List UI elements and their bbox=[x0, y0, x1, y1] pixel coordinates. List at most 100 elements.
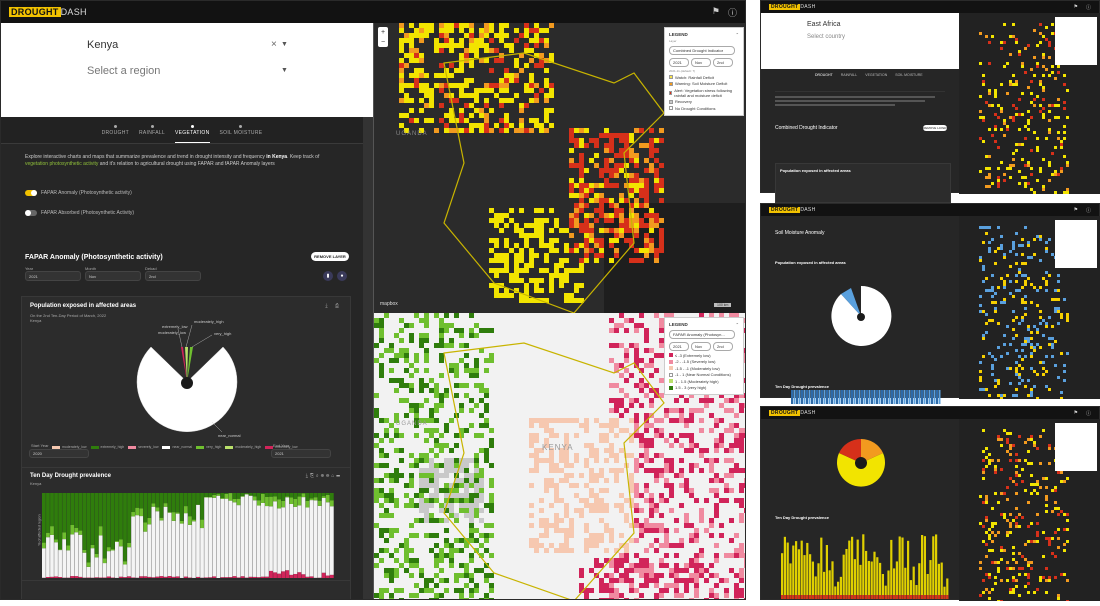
info-icon[interactable]: ⓘ bbox=[1086, 410, 1091, 417]
tab-vegetation[interactable]: VEGETATION bbox=[175, 125, 209, 143]
card-toolbar[interactable]: ⤓ ⎙ bbox=[325, 303, 342, 309]
legend-item[interactable]: very_high bbox=[196, 445, 221, 449]
flag-icon[interactable]: ⚑ bbox=[712, 6, 720, 19]
ten-day-bar bbox=[111, 549, 115, 550]
info-icon[interactable]: ⓘ bbox=[1086, 4, 1091, 11]
flag-icon[interactable]: ⚑ bbox=[1074, 4, 1078, 11]
ten-day-bar bbox=[87, 567, 91, 578]
month-select[interactable]: Nov bbox=[85, 271, 141, 281]
ten-day-bar bbox=[826, 595, 828, 599]
chevron-down-icon[interactable]: ▼ bbox=[281, 41, 288, 48]
ten-day-bar bbox=[54, 493, 58, 539]
ten-day-bar bbox=[794, 390, 796, 404]
ten-day-bar bbox=[935, 595, 937, 599]
remove-layer-button[interactable]: REMOVE LAYER bbox=[311, 252, 349, 261]
settings-icon[interactable]: ● bbox=[337, 271, 347, 281]
chart-view-icon[interactable]: ▮ bbox=[323, 271, 333, 281]
tab-drought[interactable]: DROUGHT bbox=[815, 73, 833, 77]
ten-day-bar bbox=[310, 576, 314, 578]
soil-pie bbox=[821, 276, 901, 356]
ten-day-bar bbox=[839, 390, 841, 404]
flag-icon[interactable]: ⚑ bbox=[1074, 410, 1078, 417]
tab-rainfall[interactable]: RAINFALL bbox=[139, 125, 165, 143]
flag-icon[interactable]: ⚑ bbox=[1074, 207, 1078, 214]
legend-month-select[interactable]: Nov bbox=[691, 58, 711, 67]
legend-item[interactable]: near_normal bbox=[162, 445, 192, 449]
ten-day-bar bbox=[241, 497, 245, 577]
info-icon[interactable]: ⓘ bbox=[1086, 207, 1091, 214]
ten-day-bar bbox=[192, 521, 196, 578]
ten-day-bar bbox=[882, 595, 884, 599]
zoom-out-button[interactable]: − bbox=[378, 37, 388, 47]
clear-icon[interactable]: × bbox=[271, 39, 277, 50]
legend-month-select[interactable]: Nov bbox=[691, 342, 711, 351]
ten-day-bar bbox=[857, 595, 859, 599]
legend-item[interactable]: extremely_high bbox=[91, 445, 125, 449]
country-select[interactable]: Kenya bbox=[87, 39, 118, 51]
legend-dekad-select[interactable]: 2nd bbox=[713, 58, 733, 67]
collapse-icon[interactable]: ⌃ bbox=[736, 32, 739, 37]
end-year-select[interactable]: 2021 bbox=[271, 449, 331, 458]
zoom-in-button[interactable]: + bbox=[378, 27, 388, 37]
ten-day-bar bbox=[876, 390, 878, 404]
tab-vegetation[interactable]: VEGETATION bbox=[865, 73, 887, 77]
legend-item[interactable]: severely_low bbox=[128, 445, 158, 449]
chart-toolbar[interactable]: ⤓⎘⌕⊕⊖⌂☰ bbox=[306, 473, 342, 479]
ten-day-bar bbox=[237, 499, 241, 505]
ten-day-bar bbox=[139, 516, 143, 576]
ten-day-bar bbox=[289, 504, 293, 575]
start-year-select[interactable]: 2020 bbox=[29, 449, 89, 458]
year-select[interactable]: 2021 bbox=[25, 271, 81, 281]
collapse-icon[interactable]: ⌃ bbox=[736, 322, 739, 327]
ten-day-bar bbox=[913, 567, 915, 599]
layer-select[interactable]: FAPAR Anomaly (Photosyn... bbox=[669, 330, 735, 339]
ten-day-bar bbox=[879, 390, 881, 404]
country-select[interactable]: East Africa bbox=[807, 21, 840, 28]
thumb-map[interactable] bbox=[959, 419, 1099, 599]
legend-year-select[interactable]: 2021 bbox=[669, 342, 689, 351]
legend-item[interactable]: moderately_high bbox=[225, 445, 261, 449]
ten-day-bar bbox=[135, 515, 139, 578]
ten-day-bar bbox=[829, 570, 831, 599]
chevron-down-icon[interactable]: ▼ bbox=[281, 67, 288, 74]
ten-day-bar bbox=[904, 390, 906, 404]
fapar-map[interactable]: UGANDA KENYA LEGEND⌃ FAPAR Anomaly (Phot… bbox=[373, 313, 746, 600]
toggle-fapar-absorbed[interactable]: FAPAR Absorbed (Photosynthetic Activity) bbox=[25, 210, 134, 216]
scrollbar[interactable] bbox=[363, 117, 373, 600]
remove-layer-button[interactable]: REMOVE LAYER bbox=[923, 125, 947, 131]
tab-soil-moisture[interactable]: SOIL MOISTURE bbox=[220, 125, 263, 143]
ten-day-bar bbox=[285, 493, 289, 497]
ten-day-bar bbox=[87, 493, 91, 562]
legend-dekad-select[interactable]: 2nd bbox=[713, 342, 733, 351]
ten-day-bar bbox=[824, 390, 826, 404]
region-select[interactable]: Select a region bbox=[87, 65, 160, 77]
ten-day-bar bbox=[225, 493, 229, 494]
thumb-map[interactable] bbox=[959, 13, 1099, 192]
ten-day-bar bbox=[911, 390, 913, 404]
ten-day-bar bbox=[889, 390, 891, 404]
tab-rainfall[interactable]: RAINFALL bbox=[841, 73, 858, 77]
ten-day-bar bbox=[115, 541, 119, 542]
ten-day-bar bbox=[156, 493, 160, 507]
legend-year-select[interactable]: 2021 bbox=[669, 58, 689, 67]
tab-drought[interactable]: DROUGHT bbox=[102, 125, 129, 143]
ten-day-bar bbox=[814, 390, 816, 404]
dekad-select[interactable]: 2nd bbox=[145, 271, 201, 281]
ten-day-bar bbox=[131, 512, 135, 516]
ten-day-bar bbox=[257, 493, 261, 500]
vegetation-link[interactable]: vegetation photosynthetic activity bbox=[25, 161, 98, 167]
toggle-fapar-anomaly[interactable]: FAPAR Anomaly (Photosynthetic activity) bbox=[25, 190, 132, 196]
layer-select[interactable]: Combined Drought Indicator bbox=[669, 46, 735, 55]
thumb-map[interactable] bbox=[959, 216, 1099, 397]
tab-soil-moisture[interactable]: SOIL MOISTURE bbox=[895, 73, 922, 77]
info-icon[interactable]: ⓘ bbox=[728, 6, 737, 19]
country-placeholder[interactable]: Select country bbox=[807, 34, 845, 40]
ten-day-bar bbox=[831, 595, 833, 599]
ten-day-bar bbox=[891, 390, 893, 404]
ten-day-bar bbox=[212, 576, 216, 578]
drought-map[interactable]: + − UGANDA mapbox 100 km LEGEND⌃ Layer C… bbox=[373, 23, 746, 313]
